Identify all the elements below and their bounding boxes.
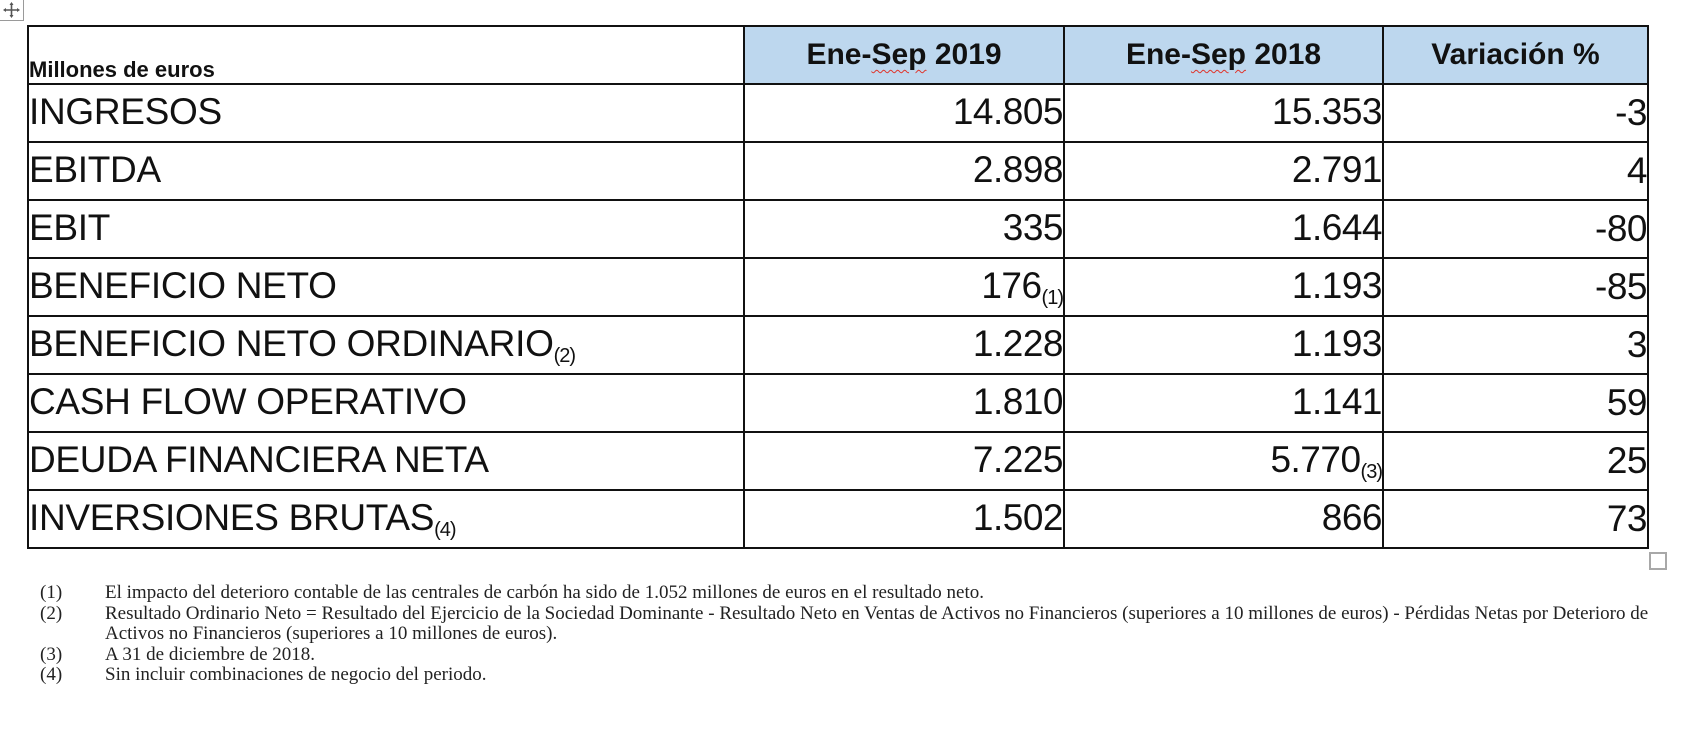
value-text: 1.502	[972, 496, 1063, 538]
value-2018[interactable]: 5.770(3)	[1063, 431, 1384, 491]
value-2019[interactable]: 1.502	[743, 489, 1065, 549]
row-label[interactable]: INVERSIONES BRUTAS(4)	[27, 489, 745, 549]
footnote-ref: (3)	[1360, 460, 1382, 483]
row-label[interactable]: DEUDA FINANCIERA NETA	[27, 431, 745, 491]
row-label[interactable]: BENEFICIO NETO	[27, 257, 745, 317]
value-text: 1.228	[972, 322, 1063, 364]
row-label-text: INGRESOS	[29, 90, 222, 132]
table-row: INVERSIONES BRUTAS(4) 1.502 866 73	[27, 489, 1649, 549]
row-label[interactable]: BENEFICIO NETO ORDINARIO(2)	[27, 315, 745, 375]
value-2018[interactable]: 1.141	[1063, 373, 1384, 433]
footnote-item: (2) Resultado Ordinario Neto = Resultado…	[40, 602, 1665, 645]
footnote-ref: (4)	[434, 518, 456, 541]
spellcheck-flagged-word[interactable]: Sep	[1190, 38, 1246, 71]
footnote-item: (1) El impacto del deterioro contable de…	[40, 582, 1665, 604]
footnote-text: El impacto del deterioro contable de las…	[105, 582, 984, 603]
row-label[interactable]: CASH FLOW OPERATIVO	[27, 373, 745, 433]
value-text: 7.225	[972, 438, 1063, 480]
row-label-text: INVERSIONES BRUTAS	[29, 496, 435, 538]
header-text: 2018	[1245, 38, 1322, 71]
row-label-text: CASH FLOW OPERATIVO	[29, 380, 467, 422]
row-label-text: EBITDA	[29, 148, 161, 190]
variation-value[interactable]: -3	[1382, 83, 1649, 143]
row-label-text: BENEFICIO NETO	[29, 264, 337, 306]
value-text: 2.898	[972, 148, 1063, 190]
variation-value[interactable]: 25	[1382, 431, 1649, 491]
column-header-variation: Variación %	[1382, 25, 1649, 85]
footnote-item: (4) Sin incluir combinaciones de negocio…	[40, 664, 1665, 686]
footnote-number: (4)	[40, 664, 63, 685]
footnote-text: Resultado Ordinario Neto = Resultado del…	[105, 602, 1649, 644]
value-2018[interactable]: 15.353	[1063, 83, 1384, 143]
table-row: BENEFICIO NETO 176(1) 1.193 -85	[27, 257, 1649, 317]
value-2019[interactable]: 335	[743, 199, 1065, 259]
footnote-ref: (1)	[1041, 286, 1063, 309]
value-2019[interactable]: 1.228	[743, 315, 1065, 375]
variation-value[interactable]: 73	[1382, 489, 1649, 549]
footnote-text: A 31 de diciembre de 2018.	[105, 643, 316, 665]
footnotes: (1) El impacto del deterioro contable de…	[40, 582, 1665, 686]
table-row: INGRESOS 14.805 15.353 -3	[27, 83, 1649, 143]
value-text: 14.805	[952, 90, 1063, 132]
table-row: BENEFICIO NETO ORDINARIO(2) 1.228 1.193 …	[27, 315, 1649, 375]
table-row: EBIT 335 1.644 -80	[27, 199, 1649, 259]
table-row: DEUDA FINANCIERA NETA 7.225 5.770(3) 25	[27, 431, 1649, 491]
footnote-number: (2)	[40, 602, 63, 624]
footnote-number: (1)	[40, 582, 63, 603]
value-2018[interactable]: 866	[1063, 489, 1384, 549]
footnote-item: (3) A 31 de diciembre de 2018.	[40, 643, 1665, 666]
value-text: 176	[981, 264, 1042, 306]
value-text: 1.193	[1291, 264, 1382, 306]
header-text: 2019	[926, 38, 1002, 71]
table-header-row: Millones de euros Ene-Sep 2019 Ene-Sep 2…	[27, 25, 1649, 85]
value-2019[interactable]: 7.225	[743, 431, 1065, 491]
value-2019[interactable]: 14.805	[743, 83, 1065, 143]
footnote-text: Sin incluir combinaciones de negocio del…	[105, 664, 487, 685]
footnote-ref: (2)	[553, 344, 576, 367]
value-2018[interactable]: 1.644	[1063, 199, 1384, 259]
header-text: Ene-	[1125, 38, 1191, 71]
footnote-number: (3)	[40, 643, 63, 665]
spellcheck-flagged-word[interactable]: Sep	[871, 38, 927, 71]
header-text: Ene-	[806, 38, 872, 71]
variation-value[interactable]: -85	[1382, 257, 1649, 317]
value-text: 335	[1002, 206, 1063, 248]
value-text: 1.193	[1291, 322, 1382, 364]
value-2019[interactable]: 176(1)	[743, 257, 1065, 317]
row-label[interactable]: EBIT	[27, 199, 745, 259]
value-text: 866	[1321, 496, 1382, 538]
value-2018[interactable]: 1.193	[1063, 257, 1384, 317]
value-text: 1.644	[1291, 206, 1382, 248]
financial-results-table: Millones de euros Ene-Sep 2019 Ene-Sep 2…	[27, 25, 1649, 549]
row-label-text: BENEFICIO NETO ORDINARIO	[29, 322, 554, 364]
row-label-text: DEUDA FINANCIERA NETA	[29, 438, 489, 480]
row-label[interactable]: EBITDA	[27, 141, 745, 201]
column-header-2018: Ene-Sep 2018	[1063, 25, 1384, 85]
value-text: 15.353	[1271, 90, 1382, 132]
variation-value[interactable]: 4	[1382, 141, 1649, 201]
row-label[interactable]: INGRESOS	[27, 83, 745, 143]
value-2019[interactable]: 2.898	[743, 141, 1065, 201]
table-row: CASH FLOW OPERATIVO 1.810 1.141 59	[27, 373, 1649, 433]
units-label: Millones de euros	[27, 25, 745, 85]
value-text: 1.810	[972, 380, 1063, 422]
value-text: 5.770	[1270, 438, 1361, 480]
move-arrows-icon	[3, 2, 20, 18]
value-text: 1.141	[1291, 380, 1382, 422]
value-2018[interactable]: 2.791	[1063, 141, 1384, 201]
row-label-text: EBIT	[29, 206, 111, 248]
value-2019[interactable]: 1.810	[743, 373, 1065, 433]
table-resize-handle[interactable]	[1649, 552, 1667, 570]
table-move-handle[interactable]	[0, 0, 24, 21]
table-row: EBITDA 2.898 2.791 4	[27, 141, 1649, 201]
variation-value[interactable]: -80	[1382, 199, 1649, 259]
variation-value[interactable]: 3	[1382, 315, 1649, 375]
value-text: 2.791	[1291, 148, 1382, 190]
value-2018[interactable]: 1.193	[1063, 315, 1384, 375]
column-header-2019: Ene-Sep 2019	[743, 25, 1065, 85]
variation-value[interactable]: 59	[1382, 373, 1649, 433]
